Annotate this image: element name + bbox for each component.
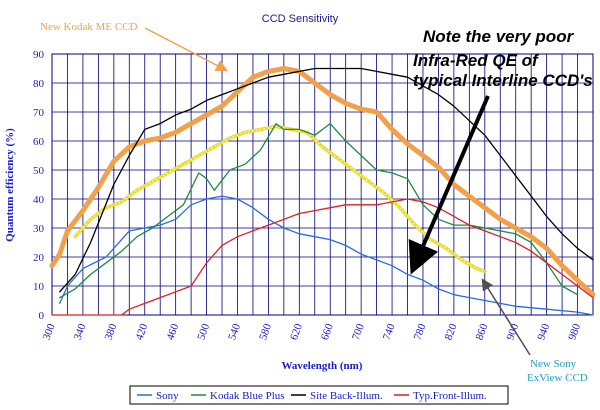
series-line-new-kodak-me-ccd	[49, 66, 596, 298]
x-tick-label: 580	[257, 322, 274, 342]
y-axis-label: Quantum efficiency (%)	[4, 128, 16, 242]
x-tick-label: 820	[443, 322, 460, 342]
legend: Sony Kodak Blue Plus Site Back-Illum. Ty…	[129, 385, 509, 405]
x-tick-label: 300	[41, 322, 58, 342]
tick-labels: 0 10 20 30 40 50 60 70 80 90 300 340 380 420 460 500 540…	[33, 49, 583, 342]
series-line-new-sony-exview-ccd-dots	[74, 125, 485, 272]
ir-note-line-2: Infra-Red QE of	[413, 51, 540, 70]
legend-label-kodak-blue-plus: Kodak Blue Plus	[210, 390, 285, 402]
x-tick-label: 980	[566, 322, 583, 342]
x-tick-label: 540	[226, 322, 243, 342]
y-tick-label: 70	[33, 107, 45, 119]
plot-area	[51, 53, 594, 316]
sony-exview-annotation-line-1: New Sony	[530, 358, 577, 370]
y-tick-label: 30	[33, 223, 45, 235]
x-tick-label: 380	[103, 322, 120, 342]
x-tick-label: 660	[319, 322, 336, 342]
chart-title: CCD Sensitivity	[262, 13, 339, 25]
y-tick-label: 20	[33, 252, 45, 264]
gridlines	[51, 53, 594, 316]
kodak-me-annotation: New Kodak ME CCD	[40, 21, 138, 33]
x-tick-label: 420	[133, 322, 150, 342]
y-tick-label: 0	[39, 310, 45, 322]
ir-note-line-1: Note the very poor	[423, 27, 575, 46]
y-tick-label: 10	[33, 281, 45, 293]
legend-label-sony: Sony	[156, 390, 179, 402]
series-line-sony	[59, 195, 594, 316]
series-line-site-back-illum	[59, 67, 594, 293]
ir-note-arrow	[408, 95, 490, 275]
x-axis-label: Wavelength (nm)	[282, 360, 363, 372]
y-tick-label: 50	[33, 165, 45, 177]
x-tick-label: 860	[474, 322, 491, 342]
ir-note: Note the very poor Infra-Red QE of typic…	[413, 27, 593, 90]
y-tick-label: 40	[33, 194, 45, 206]
kodak-me-arrow	[144, 27, 228, 72]
x-tick-label: 620	[288, 322, 305, 342]
legend-label-site-back-illum: Site Back-Illum.	[310, 390, 383, 402]
x-tick-label: 460	[164, 322, 181, 342]
sony-exview-arrow	[481, 278, 531, 356]
series-lines	[49, 66, 596, 316]
x-tick-label: 700	[350, 322, 367, 342]
series-line-kodak-blue-plus	[59, 122, 579, 299]
series-line-typ-front-illum	[51, 198, 594, 316]
legend-label-typ-front-illum: Typ.Front-Illum.	[413, 390, 487, 402]
x-tick-label: 740	[381, 322, 398, 342]
sony-exview-annotation-line-2: ExView CCD	[527, 372, 588, 384]
ir-note-line-3: typical Interline CCD's	[413, 71, 593, 90]
x-tick-label: 780	[412, 322, 429, 342]
x-tick-label: 940	[535, 322, 552, 342]
y-tick-label: 80	[33, 78, 45, 90]
x-tick-label: 500	[195, 322, 212, 342]
x-tick-label: 900	[504, 322, 521, 342]
legend-box	[129, 385, 509, 405]
y-tick-label: 90	[33, 49, 45, 61]
x-tick-label: 340	[72, 322, 89, 342]
y-tick-label: 60	[33, 136, 45, 148]
